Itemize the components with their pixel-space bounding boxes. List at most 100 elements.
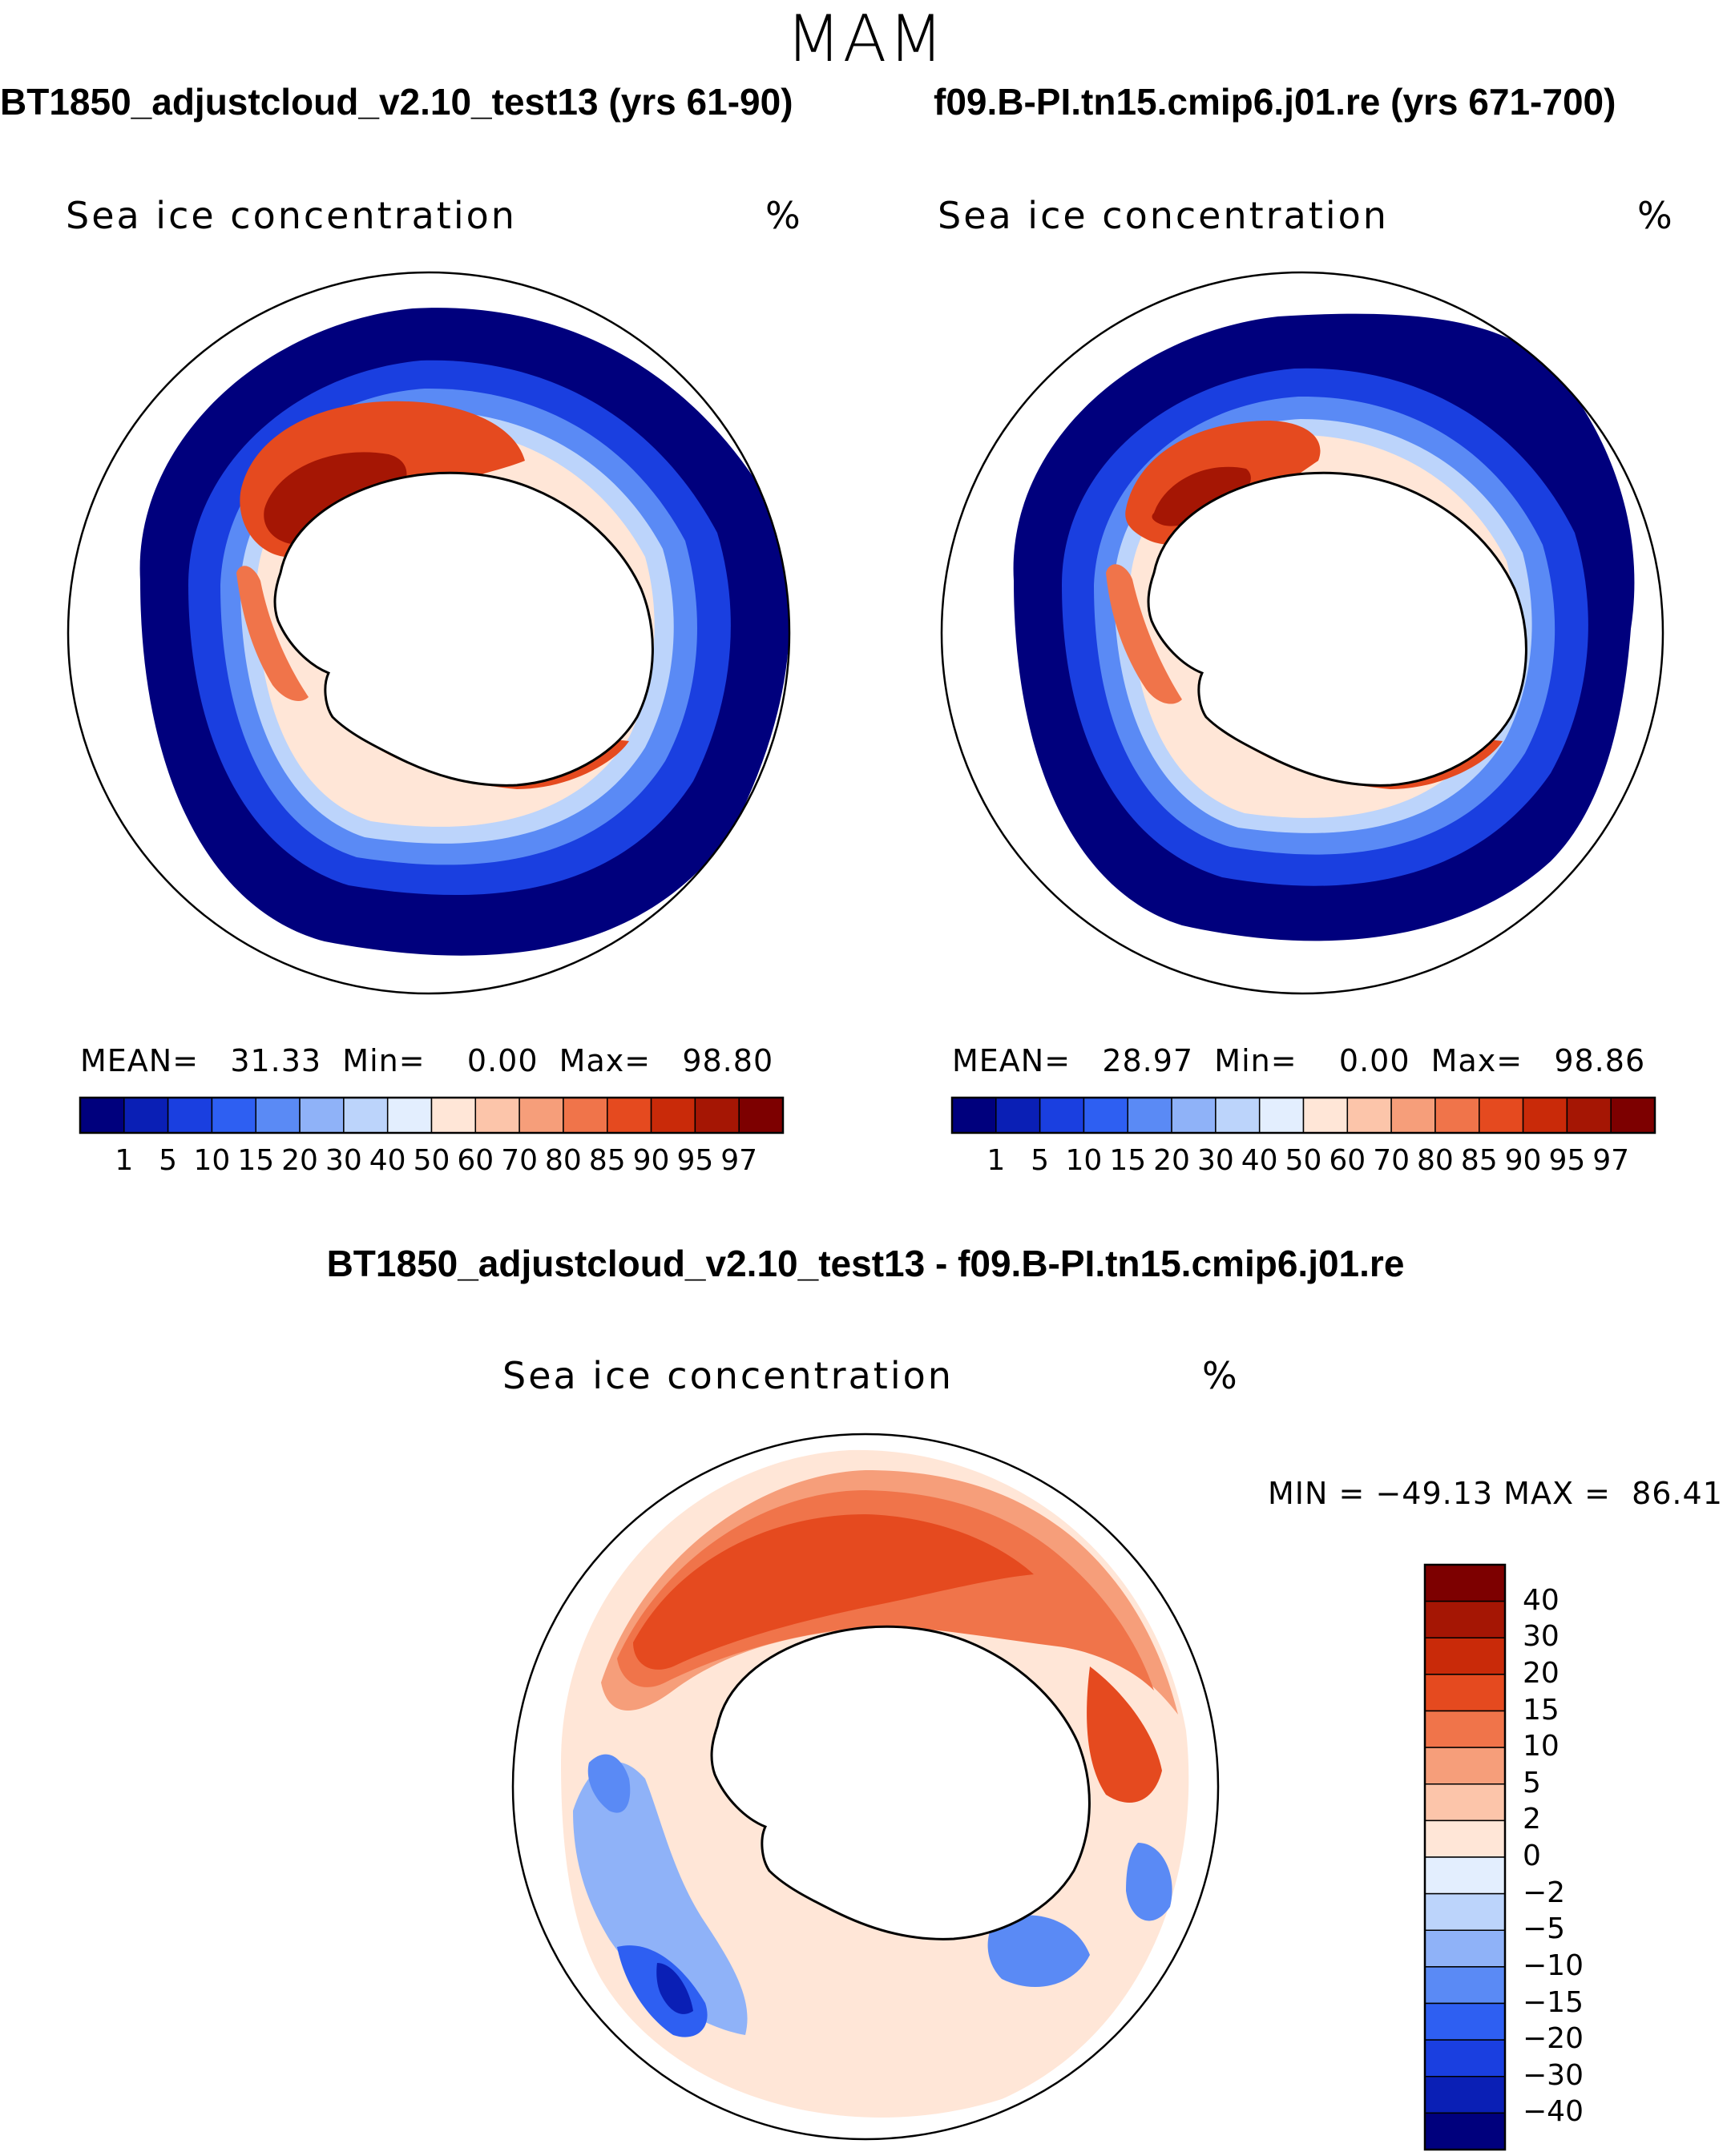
colorbar-tick-label: 40 [1241,1144,1278,1177]
diff-band-negative-bellingshausen [587,1754,631,1813]
colorbar-swatch [167,1097,213,1134]
panel2-max-value: 98.86 [1554,1043,1646,1078]
colorbar-swatch [430,1097,477,1134]
colorbar-swatch [563,1097,608,1134]
colorbar-tick-label: 1 [987,1144,1006,1177]
colorbar-swatch [299,1097,345,1134]
colorbar-swatch [1215,1097,1261,1134]
diff-max-label: MAX = [1503,1476,1611,1511]
colorbar-swatch [1424,1966,1506,2005]
colorbar-tick-label: 15 [1523,1693,1560,1727]
colorbar-tick-label: 30 [1196,1144,1234,1177]
colorbar-tick-label: 60 [1329,1144,1366,1177]
colorbar-tick-label: 10 [193,1144,231,1177]
colorbar-tick-label: 15 [1109,1144,1147,1177]
panel1-min-value: 0.00 [466,1043,539,1078]
colorbar-swatch [607,1097,652,1134]
colorbar-tick-label: 30 [1523,1620,1560,1654]
panel1-map-border [67,271,791,995]
colorbar-tick-label: −30 [1523,2058,1584,2092]
colorbar-swatch [1424,2112,1506,2150]
colorbar-swatch [386,1097,433,1134]
panel2-antarctica [1147,471,1527,787]
colorbar-swatch [951,1097,997,1134]
panel1-colorbar-ticks: 1 5 10 15 20 30 40 50 60 70 80 85 90 95 97 [80,1144,783,1179]
colorbar-tick-label: 2 [1523,1803,1541,1836]
colorbar-tick-label: 15 [237,1144,275,1177]
panel2-mean-value: 28.97 [1102,1043,1194,1078]
panel1-stats: MEAN= 31.33 Min= 0.00 Max= 98.80 [80,1043,773,1078]
panel2-min-label: Min= [1214,1043,1297,1078]
diff-band-negative-ross [987,1915,1090,1987]
colorbar-swatch [474,1097,520,1134]
diff-max-value: 86.41 [1632,1476,1723,1511]
diff-band-positive-top [633,1514,1034,1670]
panel2-map [940,271,1664,995]
colorbar-tick-label: 40 [369,1144,406,1177]
colorbar-tick-label: 30 [325,1144,362,1177]
panel1-unit: % [765,194,801,237]
diff-map [511,1433,1220,2141]
panel1-case-title: BT1850_adjustcloud_v2.10_test13 (yrs 61-… [0,81,793,123]
diff-variable-title: Sea ice concentration [502,1354,954,1397]
diff-min-label: MIN = [1268,1476,1366,1511]
colorbar-swatch [1566,1097,1612,1134]
colorbar-tick-label: 0 [1523,1840,1541,1872]
colorbar-tick-label: 5 [159,1144,178,1177]
diff-colorbar [1423,1563,1507,2151]
diff-band-negative-east [1126,1843,1172,1921]
panel2-mean-label: MEAN= [952,1043,1071,1078]
colorbar-swatch [1424,1674,1506,1712]
colorbar-swatch [1479,1097,1524,1134]
colorbar-swatch [1610,1097,1656,1134]
colorbar-tick-label: −40 [1523,2095,1584,2129]
colorbar-swatch [1302,1097,1349,1134]
panel2-min-value: 0.00 [1338,1043,1410,1078]
colorbar-swatch [211,1097,256,1134]
ice-high-peninsula [1106,564,1182,704]
colorbar-swatch [738,1097,784,1134]
diff-min-value: −49.13 [1375,1476,1494,1511]
colorbar-tick-label: 97 [720,1144,758,1177]
colorbar-tick-label: 60 [457,1144,494,1177]
colorbar-tick-label: 1 [115,1144,134,1177]
colorbar-border [79,1096,785,1134]
colorbar-tick-label: 85 [588,1144,626,1177]
colorbar-tick-label: 10 [1065,1144,1103,1177]
colorbar-tick-label: 5 [1031,1144,1050,1177]
panel1-antarctica [273,471,654,787]
diff-unit: % [1202,1354,1237,1397]
panel2-max-label: Max= [1430,1043,1523,1078]
colorbar-tick-label: 50 [1285,1144,1322,1177]
colorbar-swatch [1390,1097,1436,1134]
panel2-colorbar-ticks: 1 5 10 15 20 30 40 50 60 70 80 85 90 95 97 [952,1144,1655,1179]
colorbar-swatch [1424,1564,1506,1602]
diff-colorbar-ticks: 40 30 20 15 10 5 2 0 −2 −5 −10 −15 −20 −30 −40 [1523,1565,1619,2150]
colorbar-swatch [1346,1097,1392,1134]
colorbar-swatch [1039,1097,1085,1134]
colorbar-swatch [1424,2039,1506,2077]
panel2-stats: MEAN= 28.97 Min= 0.00 Max= 98.86 [952,1043,1645,1078]
colorbar-tick-label: 70 [1373,1144,1410,1177]
colorbar-swatch [1424,1710,1506,1748]
ice-high-peninsula [236,566,309,701]
panel1-map [67,271,791,995]
colorbar-swatch [1424,1600,1506,1638]
season-title: MAM [785,2,946,76]
panel2-colorbar [950,1096,1656,1134]
colorbar-tick-label: 10 [1523,1730,1560,1763]
colorbar-tick-label: 20 [281,1144,318,1177]
colorbar-tick-label: −15 [1523,1985,1584,2019]
colorbar-tick-label: 80 [545,1144,582,1177]
ice-peak-weddell [1152,466,1251,526]
diff-title: BT1850_adjustcloud_v2.10_test13 - f09.B-… [326,1243,1405,1284]
colorbar-swatch [1424,1929,1506,1968]
colorbar-swatch [1083,1097,1128,1134]
colorbar-tick-label: −20 [1523,2022,1584,2056]
colorbar-swatch [694,1097,740,1134]
diff-map-border [511,1433,1220,2141]
colorbar-tick-label: −5 [1523,1912,1566,1946]
colorbar-swatch [1424,1820,1506,1858]
colorbar-swatch [1424,1747,1506,1785]
colorbar-swatch [123,1097,169,1134]
